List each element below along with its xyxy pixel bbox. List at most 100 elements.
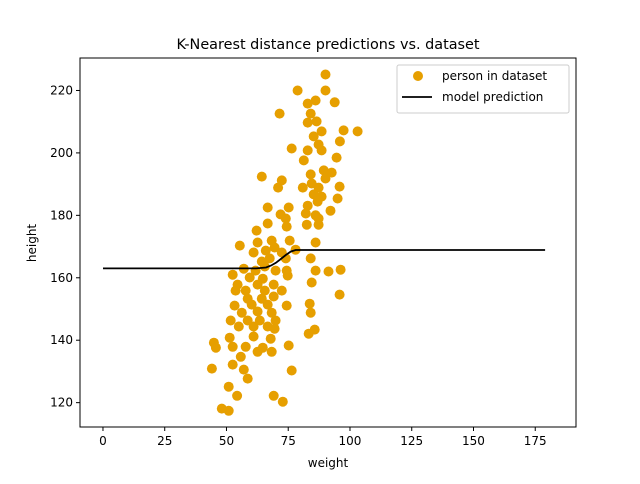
scatter-point <box>305 108 316 119</box>
scatter-point <box>301 219 312 230</box>
scatter-point <box>320 173 331 184</box>
scatter-point <box>235 351 246 362</box>
scatter-point <box>334 181 345 192</box>
scatter-point <box>259 261 270 272</box>
y-axis-label: height <box>25 224 39 263</box>
scatter-point <box>234 240 245 251</box>
x-tick-label: 75 <box>281 434 296 448</box>
scatter-point <box>286 143 297 154</box>
scatter-point <box>302 145 313 156</box>
scatter-point <box>276 285 287 296</box>
y-tick-label: 120 <box>50 396 73 410</box>
plot-area <box>103 69 546 416</box>
scatter-point <box>264 253 275 264</box>
legend-box <box>396 64 570 114</box>
scatter-point <box>262 202 273 213</box>
scatter-point <box>352 126 363 137</box>
scatter-point <box>268 291 279 302</box>
prediction-line <box>103 249 546 270</box>
x-tick-label: 125 <box>400 434 423 448</box>
scatter-point <box>332 193 343 204</box>
y-tick-label: 180 <box>50 208 73 222</box>
scatter-point <box>280 213 291 224</box>
scatter-point <box>323 266 334 277</box>
scatter-point <box>252 237 263 248</box>
scatter-point <box>269 242 280 253</box>
x-tick-label: 25 <box>157 434 172 448</box>
scatter-point <box>273 182 284 193</box>
scatter-point <box>233 321 244 332</box>
scatter-point <box>248 321 259 332</box>
scatter-point <box>277 396 288 407</box>
scatter-point <box>284 235 295 246</box>
scatter-point <box>238 364 249 375</box>
y-tick-label: 200 <box>50 146 73 160</box>
scatter-point <box>251 225 262 236</box>
scatter-point <box>298 155 309 166</box>
legend: person in dataset model prediction <box>396 64 570 114</box>
scatter-point <box>252 279 263 290</box>
scatter-point <box>286 365 297 376</box>
scatter-point <box>310 265 321 276</box>
scatter-point <box>302 98 313 109</box>
scatter-point <box>281 300 292 311</box>
scatter-point <box>282 270 293 281</box>
y-axis: 120 140 160 180 200 220 <box>50 83 80 410</box>
scatter-point <box>225 315 236 326</box>
x-axis: 0 25 50 75 100 125 150 175 <box>99 427 547 448</box>
scatter-point <box>312 196 323 207</box>
scatter-point <box>268 390 279 401</box>
scatter-point <box>256 171 267 182</box>
scatter-point <box>303 328 314 339</box>
scatter-point <box>240 341 251 352</box>
scatter-point <box>302 200 313 211</box>
scatter-point <box>259 285 270 296</box>
scatter-point <box>270 315 281 326</box>
scatter-point <box>262 299 273 310</box>
y-tick-label: 160 <box>50 271 73 285</box>
scatter-point <box>304 298 315 309</box>
x-tick-label: 175 <box>524 434 547 448</box>
scatter-point <box>283 340 294 351</box>
scatter-point <box>270 265 281 276</box>
scatter-point <box>242 373 253 384</box>
scatter-point <box>331 152 342 163</box>
scatter-point <box>227 341 238 352</box>
scatter-point <box>227 359 238 370</box>
scatter-point <box>308 131 319 142</box>
scatter-point <box>274 108 285 119</box>
scatter-point <box>325 205 336 216</box>
x-tick-label: 0 <box>99 434 107 448</box>
scatter-point <box>316 145 327 156</box>
axes-frame <box>79 57 577 428</box>
scatter-point <box>223 405 234 416</box>
scatter-point <box>335 264 346 275</box>
scatter-point <box>320 69 331 80</box>
scatter-point <box>305 307 316 318</box>
scatter-point <box>311 116 322 127</box>
chart-title: K-Nearest distance predictions vs. datas… <box>176 37 479 53</box>
x-tick-label: 150 <box>462 434 485 448</box>
scatter-point <box>326 167 337 178</box>
scatter-point <box>236 307 247 318</box>
scatter-point <box>244 272 255 283</box>
scatter-point <box>305 253 316 264</box>
y-tick-label: 220 <box>50 83 73 97</box>
scatter-point <box>266 346 277 357</box>
legend-label-line: model prediction <box>442 90 543 104</box>
scatter-point <box>320 85 331 96</box>
scatter-point <box>334 136 345 147</box>
scatter-point <box>297 182 308 193</box>
x-tick-label: 100 <box>339 434 362 448</box>
scatter-point <box>254 315 265 326</box>
scatter-point <box>229 300 240 311</box>
scatter-point <box>210 342 221 353</box>
scatter-point <box>306 277 317 288</box>
scatter-point <box>262 218 273 229</box>
y-tick-label: 140 <box>50 333 73 347</box>
x-axis-label: weight <box>308 456 349 470</box>
scatter-point <box>265 333 276 344</box>
scatter-point <box>223 381 234 392</box>
scatter-point <box>206 363 217 374</box>
